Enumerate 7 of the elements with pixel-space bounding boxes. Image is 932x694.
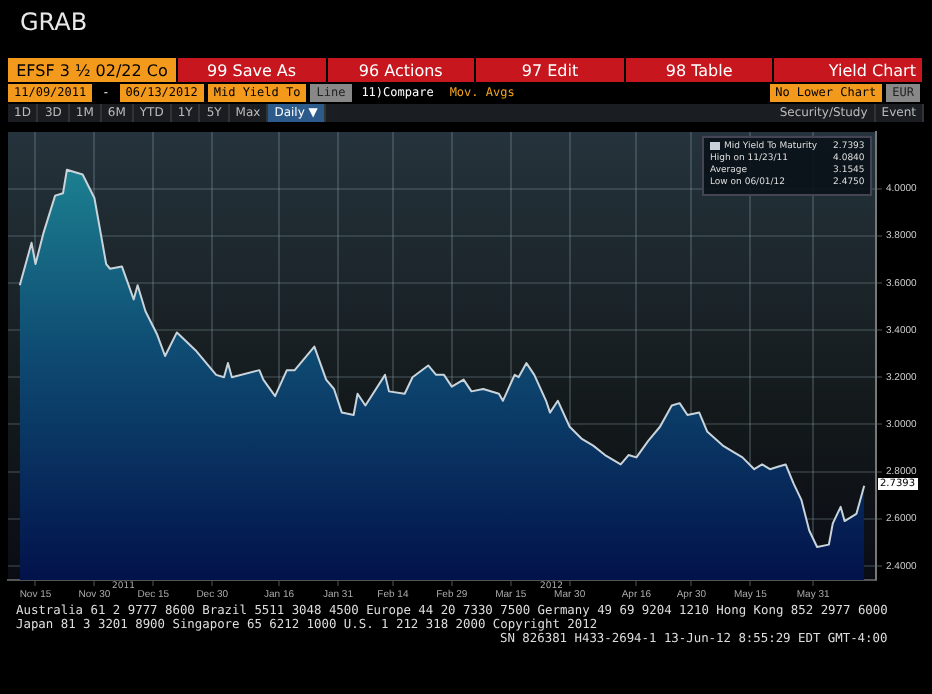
text: 96 Actions: [327, 58, 475, 82]
text: Yield Chart: [774, 58, 922, 82]
text: 98 Table: [625, 58, 773, 82]
text: 97 Edit: [476, 58, 624, 82]
text: 99 Save As: [178, 58, 326, 82]
text: EFSF 3 ½ 02/22 Co: [8, 58, 176, 82]
chart-title: GRAB: [20, 8, 88, 36]
